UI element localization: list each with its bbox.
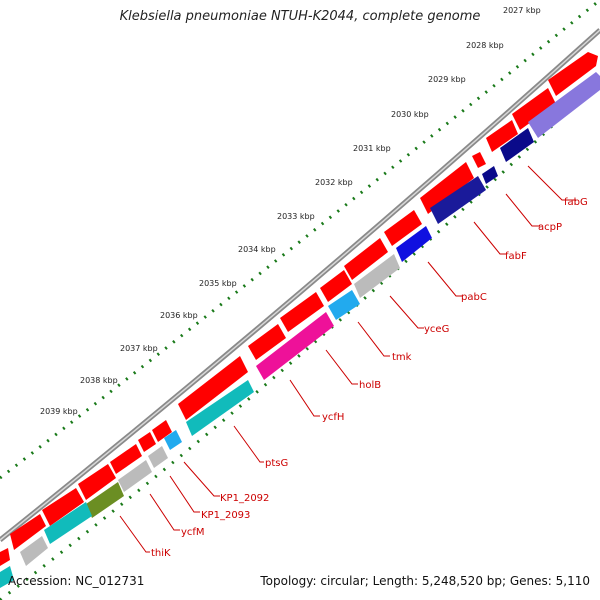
cds-feature[interactable] [384, 210, 422, 246]
callout-line [233, 425, 264, 463]
cds-feature[interactable] [152, 420, 172, 442]
callout-line [427, 261, 462, 297]
kbp-label: 2032 kbp [315, 178, 353, 187]
gene-label-ycfM[interactable]: ycfM [181, 527, 205, 538]
cds-feature[interactable] [320, 270, 352, 302]
kbp-label: 2037 kbp [120, 344, 158, 353]
cds-feature[interactable] [512, 88, 556, 130]
gene-pabC-small[interactable] [482, 166, 498, 184]
gene-KP1_2092[interactable] [164, 430, 182, 450]
cds-feature[interactable] [110, 444, 142, 474]
gene-holB[interactable] [256, 312, 334, 380]
kbp-labels: 2027 kbp 2028 kbp 2029 kbp 2030 kbp 2031… [40, 6, 541, 416]
gene-label-KP1_2092[interactable]: KP1_2092 [220, 493, 269, 504]
kbp-label: 2038 kbp [80, 376, 118, 385]
cds-feature[interactable] [138, 432, 156, 452]
kbp-label: 2039 kbp [40, 407, 78, 416]
gene-tmk[interactable] [328, 290, 360, 320]
gene-fabF[interactable] [430, 176, 486, 224]
kbp-label: 2035 kbp [199, 279, 237, 288]
gene-grey-end[interactable] [20, 536, 48, 566]
backbone-line [0, 28, 600, 542]
cds-feature[interactable] [548, 52, 598, 96]
kbp-label: 2027 kbp [503, 6, 541, 15]
accession-text: Accession: NC_012731 [8, 574, 145, 588]
callout-line [119, 515, 150, 553]
gene-ycfH[interactable] [186, 380, 254, 436]
gene-label-fabF[interactable]: fabF [505, 251, 527, 262]
genome-summary-text: Topology: circular; Length: 5,248,520 bp… [260, 574, 590, 588]
cds-feature[interactable] [178, 356, 248, 420]
cds-feature[interactable] [78, 464, 116, 500]
gene-label-acpP[interactable]: acpP [538, 222, 562, 233]
cds-feature[interactable] [0, 548, 10, 566]
gene-acpP[interactable] [500, 128, 534, 162]
gene-label-ptsG[interactable]: ptsG [265, 458, 288, 469]
cds-track [0, 52, 598, 566]
kbp-label: 2031 kbp [353, 144, 391, 153]
kbp-label: 2028 kbp [466, 41, 504, 50]
callout-line [389, 295, 424, 329]
kbp-label: 2030 kbp [391, 110, 429, 119]
cds-feature[interactable] [10, 514, 46, 550]
cds-feature[interactable] [344, 238, 388, 280]
gene-thiK[interactable] [86, 482, 124, 518]
kbp-label: 2033 kbp [277, 212, 315, 221]
kbp-label: 2034 kbp [238, 245, 276, 254]
gene-KP1_2093[interactable] [148, 446, 168, 468]
cds-feature[interactable] [472, 152, 486, 168]
callout-line [357, 321, 390, 357]
gene-label-yceG[interactable]: yceG [424, 324, 449, 335]
cds-feature[interactable] [280, 292, 324, 332]
gene-ycfM[interactable] [118, 460, 152, 492]
callout-line [183, 461, 220, 497]
cds-feature[interactable] [486, 120, 518, 152]
gene-callouts [119, 165, 576, 553]
gene-label-pabC[interactable]: pabC [461, 292, 487, 303]
callout-line [325, 349, 358, 385]
callout-line [169, 475, 200, 513]
kbp-scale-arc [0, 0, 600, 480]
cog-track [0, 72, 600, 588]
gene-labels: fabG acpP fabF pabC yceG tmk holB ycfH p… [151, 197, 588, 559]
cds-feature[interactable] [420, 162, 474, 214]
gene-pabC[interactable] [396, 226, 432, 262]
map-title: Klebsiella pneumoniae NTUH-K2044, comple… [119, 9, 481, 24]
callout-line [149, 493, 180, 531]
kbp-label: 2029 kbp [428, 75, 466, 84]
gene-label-thiK[interactable]: thiK [151, 548, 171, 559]
gene-label-KP1_2093[interactable]: KP1_2093 [201, 510, 250, 521]
callout-line [505, 193, 540, 227]
gene-label-tmk[interactable]: tmk [392, 352, 412, 363]
gene-ptsG[interactable] [44, 502, 92, 544]
kbp-label: 2036 kbp [160, 311, 198, 320]
cds-feature[interactable] [42, 488, 84, 526]
callout-line [289, 379, 320, 417]
callout-line [527, 165, 576, 201]
gene-label-fabG[interactable]: fabG [564, 197, 588, 208]
gene-label-holB[interactable]: holB [359, 380, 381, 391]
callout-line [473, 221, 506, 255]
gene-fabG[interactable] [528, 72, 600, 138]
gene-yceG[interactable] [354, 254, 400, 298]
cds-feature[interactable] [248, 324, 286, 360]
backbone-highlight [0, 29, 600, 541]
gene-label-ycfH[interactable]: ycfH [322, 412, 344, 423]
gene-cyan-end[interactable] [0, 566, 14, 588]
